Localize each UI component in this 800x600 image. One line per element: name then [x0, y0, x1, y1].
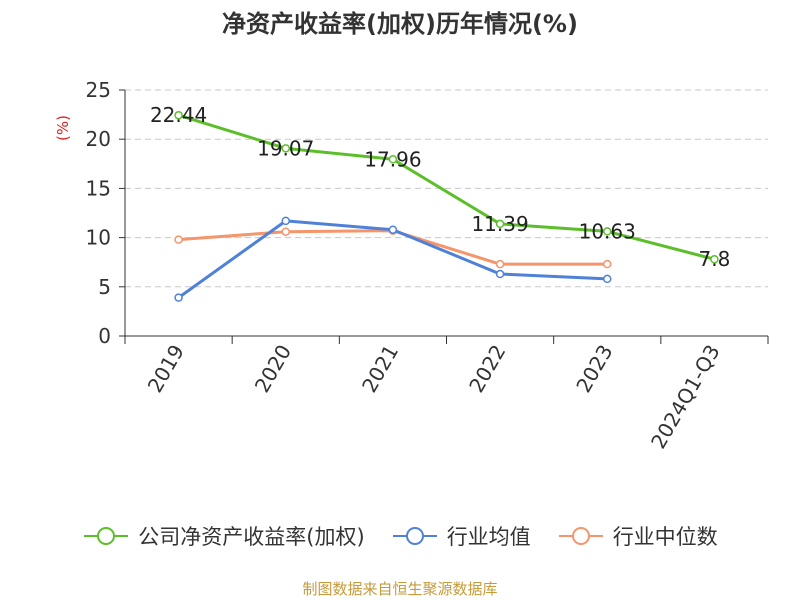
y-tick-label: 5 — [98, 275, 111, 299]
x-tick-label: 2023 — [571, 341, 617, 397]
data-label: 11.39 — [471, 212, 528, 236]
data-point — [603, 227, 612, 236]
legend-item[interactable]: 行业均值 — [391, 521, 531, 551]
legend: 公司净资产收益率(加权) 行业均值 行业中位数 — [0, 518, 800, 554]
legend-item[interactable]: 行业中位数 — [557, 521, 718, 551]
data-point — [603, 274, 612, 284]
data-point — [495, 269, 505, 279]
legend-swatch-marker — [97, 527, 116, 545]
data-point — [495, 219, 505, 229]
legend-label: 行业中位数 — [612, 525, 718, 549]
y-tick-label: 0 — [98, 324, 111, 348]
x-tick-label: 2020 — [250, 341, 296, 397]
grid-lines — [125, 89, 768, 288]
y-axis-label: (%) — [54, 115, 72, 141]
legend-swatch-marker — [571, 527, 590, 545]
data-point — [495, 259, 505, 269]
data-point — [281, 144, 290, 153]
legend-label: 行业均值 — [446, 525, 531, 549]
data-point — [388, 155, 398, 164]
x-tick-label: 2022 — [464, 341, 510, 397]
data-point — [281, 216, 290, 226]
chart-title: 净资产收益率(加权)历年情况(%) — [222, 10, 578, 38]
data-label: 7.8 — [699, 247, 731, 271]
series-lines — [174, 110, 719, 302]
series-line — [178, 229, 608, 266]
y-tick-label: 15 — [86, 176, 111, 200]
data-point — [710, 254, 719, 264]
y-tick-label: 10 — [86, 226, 111, 250]
data-point — [281, 227, 290, 236]
data-label: 17.96 — [364, 147, 421, 171]
footer-source-note: 制图数据来自恒生聚源数据库 — [302, 580, 498, 598]
y-tick-label: 25 — [86, 78, 111, 102]
legend-swatch-icon — [392, 527, 437, 545]
x-tick-label: 2021 — [357, 341, 403, 397]
data-point — [603, 259, 612, 269]
legend-label: 公司净资产收益率(加权) — [138, 525, 365, 549]
data-label: 10.63 — [579, 219, 636, 243]
data-point — [174, 293, 183, 302]
data-label: 19.07 — [257, 136, 314, 160]
data-point — [388, 225, 398, 234]
legend-swatch-marker — [405, 527, 424, 545]
data-labels: 22.44 19.07 17.96 11.39 10.63 7.8 — [150, 103, 730, 271]
series-line — [178, 113, 715, 261]
x-tick-label: 2024Q1-Q3 — [646, 341, 725, 453]
axes: 0 5 10 15 20 25 2019 2020 2021 2022 2023 2024Q1-Q3 — [86, 78, 769, 453]
data-label: 22.44 — [150, 103, 207, 127]
legend-item[interactable]: 公司净资产收益率(加权) — [82, 521, 365, 551]
y-tick-label: 20 — [86, 127, 111, 151]
data-point — [174, 235, 183, 244]
data-point — [174, 110, 183, 120]
legend-swatch-icon — [84, 527, 129, 545]
legend-swatch-icon — [558, 527, 603, 545]
x-tick-label: 2019 — [143, 341, 189, 397]
